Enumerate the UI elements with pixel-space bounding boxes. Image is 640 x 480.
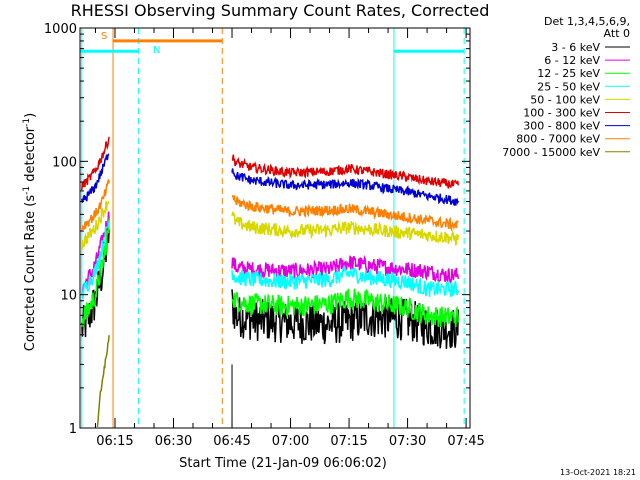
series-7000-15000-kev	[96, 335, 110, 427]
y-axis-label-part1: Corrected Count Rate (s	[23, 195, 38, 352]
y-tick-label: 100	[52, 155, 77, 170]
series-line	[81, 153, 110, 203]
series-line	[231, 288, 460, 328]
legend-entry-label: 300 - 800 keV	[523, 120, 600, 133]
legend-entry-label: 800 - 7000 keV	[516, 133, 600, 146]
x-tick-label: 06:45	[213, 434, 250, 449]
annotation-span-label: N	[153, 45, 160, 56]
legend-entry-label: 7000 - 15000 keV	[502, 146, 600, 159]
series-25-50-kev	[81, 221, 460, 300]
y-axis-label-part3: )	[23, 113, 38, 118]
series-line	[96, 335, 110, 427]
generation-timestamp: 13-Oct-2021 18:21	[560, 468, 636, 477]
x-axis-label: Start Time (21-Jan-09 06:06:02)	[179, 456, 387, 471]
plot-frame	[79, 27, 471, 429]
series-line	[81, 179, 110, 232]
series-line	[231, 168, 459, 206]
legend-entry-label: 12 - 25 keV	[537, 67, 600, 80]
y-axis-label: Corrected Count Rate (s-1 detector-1)	[22, 113, 38, 351]
series-line	[231, 254, 460, 285]
series-12-25-kev	[81, 218, 460, 328]
legend-header-attenuator: Att 0	[604, 27, 630, 40]
series-800-7000-kev	[81, 179, 459, 232]
series-line	[81, 200, 110, 250]
series-line	[231, 154, 460, 189]
x-tick-label: 07:00	[272, 434, 309, 449]
series-line	[81, 218, 110, 328]
x-tick-label: 06:15	[96, 434, 133, 449]
x-tick-label: 06:30	[155, 434, 192, 449]
series-100-300-kev	[81, 136, 460, 191]
x-tick-label: 07:15	[330, 434, 367, 449]
y-tick-label: 1000	[44, 22, 77, 37]
series-50-100-kev	[81, 200, 460, 250]
legend-entry-label: 6 - 12 keV	[544, 54, 600, 67]
legend-entry-label: 3 - 6 keV	[551, 41, 600, 54]
legend-header-detectors: Det 1,3,4,5,6,9,	[544, 15, 630, 28]
legend-entry-label: 50 - 100 keV	[530, 93, 600, 106]
y-axis-label-part2: detector	[23, 126, 38, 186]
series-line	[231, 211, 460, 246]
x-tick-label: 07:45	[447, 434, 484, 449]
series-line	[81, 221, 110, 300]
x-tick-label: 07:30	[389, 434, 426, 449]
chart-title: RHESSI Observing Summary Count Rates, Co…	[71, 1, 490, 20]
y-axis-label-sup1: -1	[22, 186, 32, 195]
annotation-span-label: S	[101, 31, 107, 42]
legend-entry-label: 25 - 50 keV	[537, 80, 600, 93]
series-300-800-kev	[81, 153, 459, 206]
series-line	[231, 264, 460, 297]
y-axis-label-sup2: -1	[22, 118, 32, 127]
axes: 1 10 100 1000 06:15 06:30 06:45 07:00 07:15 07:30…	[44, 22, 485, 449]
y-tick-label: 10	[60, 289, 77, 304]
series-line	[231, 194, 459, 232]
series-line	[81, 136, 110, 191]
plot-area: SN	[80, 28, 465, 428]
y-tick-label: 1	[69, 422, 77, 437]
legend-entry-label: 100 - 300 keV	[523, 107, 600, 120]
